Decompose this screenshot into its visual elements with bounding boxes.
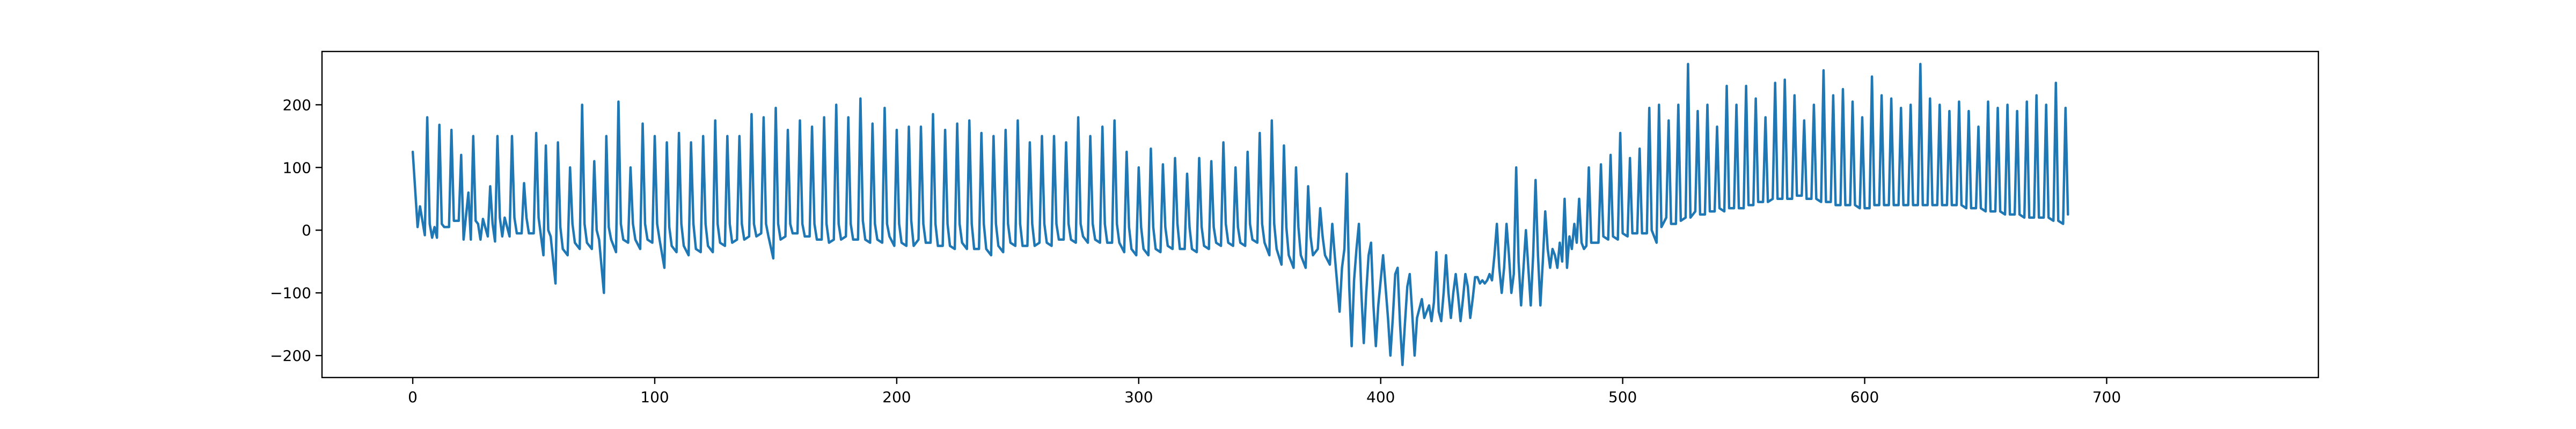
axes [321, 50, 2319, 379]
x-tick-label: 500 [1608, 388, 1637, 406]
x-tick-label: 300 [1124, 388, 1153, 406]
y-tick-label: 100 [283, 159, 311, 176]
x-tick-label: 0 [408, 388, 418, 406]
y-tick-label: 0 [302, 221, 311, 239]
x-tick-label: 600 [1850, 388, 1879, 406]
x-tick-label: 400 [1366, 388, 1395, 406]
x-tick-label: 700 [2092, 388, 2121, 406]
x-tick-label: 200 [882, 388, 911, 406]
series-layer [411, 63, 2069, 366]
ticks: 0 100 200 300 400 500 600 700 −200 −100 0 100 200 [270, 96, 2121, 406]
y-tick-label: −100 [270, 284, 311, 302]
y-tick-label: 200 [283, 96, 311, 114]
series-line-0 [411, 63, 2069, 366]
y-tick-label: −200 [270, 347, 311, 365]
plot-frame [321, 50, 2319, 379]
x-tick-label: 100 [640, 388, 669, 406]
